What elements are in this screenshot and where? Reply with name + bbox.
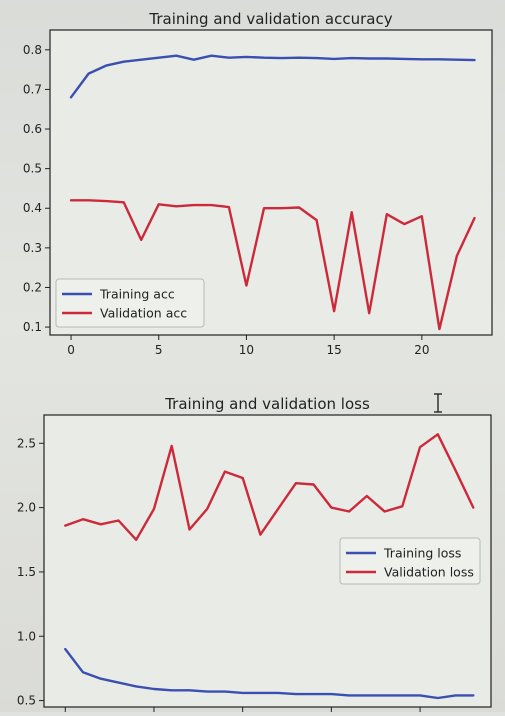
accuracy-y-tick-label: 0.4 — [23, 201, 42, 215]
accuracy-y-tick-label: 0.1 — [23, 320, 42, 334]
loss-chart-title: Training and validation loss — [164, 395, 370, 413]
accuracy-legend-box — [55, 278, 205, 328]
accuracy-legend-label-training-acc: Training acc — [99, 287, 175, 302]
accuracy-x-tick-label: 5 — [155, 343, 163, 357]
loss-series-validation-loss — [64, 433, 475, 541]
accuracy-y-tick-label: 0.5 — [23, 162, 42, 176]
loss-legend-label-validation-loss: Validation loss — [384, 565, 474, 580]
loss-series-training-loss — [64, 647, 475, 700]
loss-chart: Training and validation loss 0.5 1.0 1.5 2.0… — [17, 395, 492, 712]
loss-legend-label-training-loss: Training loss — [383, 546, 461, 561]
accuracy-y-tick-label: 0.8 — [23, 43, 42, 57]
loss-y-tick-label: 0.5 — [17, 694, 36, 708]
loss-y-tick-label: 1.0 — [17, 629, 36, 643]
accuracy-y-tick-label: 0.7 — [23, 82, 42, 96]
accuracy-chart-title: Training and validation accuracy — [148, 10, 392, 28]
text-cursor-icon — [434, 393, 442, 413]
loss-y-tick-label: 1.5 — [17, 565, 36, 579]
accuracy-legend: Training acc Validation acc — [55, 278, 205, 328]
accuracy-x-tick-label: 20 — [414, 343, 429, 357]
loss-y-tick-label: 2.5 — [17, 436, 36, 450]
loss-legend: Training loss Validation loss — [339, 537, 481, 585]
accuracy-x-tick-label: 10 — [239, 343, 254, 357]
accuracy-series-validation-acc — [69, 199, 476, 331]
accuracy-legend-label-validation-acc: Validation acc — [100, 306, 187, 321]
accuracy-y-tick-label: 0.2 — [23, 280, 42, 294]
accuracy-chart: Training and validation accuracy 0.1 0.2 0.… — [23, 10, 493, 357]
accuracy-y-tick-label: 0.6 — [23, 122, 42, 136]
accuracy-series-training-acc — [69, 54, 476, 99]
accuracy-x-tick-label: 0 — [67, 343, 75, 357]
accuracy-x-tick-label: 15 — [327, 343, 342, 357]
loss-y-tick-label: 2.0 — [17, 501, 36, 515]
accuracy-y-tick-label: 0.3 — [23, 241, 42, 255]
